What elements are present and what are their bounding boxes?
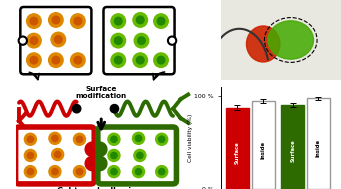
Circle shape bbox=[111, 136, 117, 142]
Circle shape bbox=[157, 17, 165, 25]
Bar bbox=[307, 98, 330, 189]
Text: Gel-to-gel adhesion: Gel-to-gel adhesion bbox=[57, 187, 142, 189]
Circle shape bbox=[136, 56, 144, 64]
Circle shape bbox=[52, 56, 60, 64]
Circle shape bbox=[30, 17, 38, 25]
Text: Surface: Surface bbox=[290, 140, 295, 163]
Circle shape bbox=[76, 169, 83, 175]
Circle shape bbox=[136, 16, 144, 24]
Circle shape bbox=[115, 37, 122, 44]
Text: Inside: Inside bbox=[261, 140, 266, 159]
Circle shape bbox=[156, 166, 168, 178]
Circle shape bbox=[52, 169, 58, 175]
Circle shape bbox=[134, 149, 146, 161]
Circle shape bbox=[24, 149, 36, 161]
Circle shape bbox=[154, 14, 168, 28]
Circle shape bbox=[110, 105, 119, 113]
Circle shape bbox=[108, 166, 120, 178]
Circle shape bbox=[133, 166, 145, 178]
Circle shape bbox=[73, 105, 81, 113]
Circle shape bbox=[108, 149, 120, 161]
Circle shape bbox=[133, 53, 148, 67]
Circle shape bbox=[27, 136, 33, 142]
Circle shape bbox=[74, 56, 81, 64]
Circle shape bbox=[108, 133, 120, 145]
Circle shape bbox=[159, 136, 165, 142]
Text: Surface
modification: Surface modification bbox=[76, 86, 127, 99]
Circle shape bbox=[135, 169, 142, 175]
Polygon shape bbox=[85, 156, 92, 171]
Polygon shape bbox=[85, 142, 92, 156]
Circle shape bbox=[133, 13, 148, 27]
Circle shape bbox=[27, 169, 33, 175]
Bar bbox=[226, 108, 249, 189]
Circle shape bbox=[134, 33, 149, 48]
Circle shape bbox=[111, 14, 125, 28]
FancyBboxPatch shape bbox=[103, 7, 175, 74]
Circle shape bbox=[49, 53, 63, 67]
Circle shape bbox=[138, 37, 145, 44]
Circle shape bbox=[168, 36, 176, 45]
Circle shape bbox=[27, 14, 41, 28]
Circle shape bbox=[137, 152, 143, 159]
Y-axis label: Cell viability (%): Cell viability (%) bbox=[188, 114, 193, 162]
Circle shape bbox=[111, 169, 117, 175]
Circle shape bbox=[154, 53, 168, 67]
Circle shape bbox=[76, 136, 83, 142]
FancyBboxPatch shape bbox=[98, 127, 176, 184]
Circle shape bbox=[74, 17, 81, 25]
Circle shape bbox=[111, 152, 117, 159]
Circle shape bbox=[27, 33, 41, 48]
FancyBboxPatch shape bbox=[20, 7, 91, 74]
Polygon shape bbox=[100, 156, 107, 171]
Circle shape bbox=[159, 169, 165, 175]
Circle shape bbox=[51, 149, 64, 160]
Circle shape bbox=[73, 133, 86, 145]
Circle shape bbox=[71, 14, 85, 28]
Circle shape bbox=[24, 133, 36, 145]
Circle shape bbox=[27, 152, 33, 159]
FancyBboxPatch shape bbox=[16, 127, 94, 184]
Ellipse shape bbox=[268, 21, 313, 59]
Circle shape bbox=[49, 132, 61, 144]
Circle shape bbox=[115, 17, 122, 25]
Circle shape bbox=[24, 166, 36, 178]
Circle shape bbox=[156, 133, 168, 145]
Circle shape bbox=[71, 53, 85, 67]
Circle shape bbox=[55, 36, 62, 43]
Circle shape bbox=[115, 56, 122, 64]
Circle shape bbox=[111, 33, 125, 48]
Circle shape bbox=[52, 135, 58, 141]
Text: Surface: Surface bbox=[235, 141, 240, 164]
Text: Inside: Inside bbox=[316, 139, 321, 157]
Circle shape bbox=[19, 36, 27, 45]
Circle shape bbox=[30, 56, 38, 64]
Bar bbox=[281, 105, 305, 189]
Circle shape bbox=[55, 151, 61, 158]
Circle shape bbox=[27, 53, 41, 67]
Circle shape bbox=[49, 166, 61, 178]
Circle shape bbox=[135, 135, 142, 141]
Circle shape bbox=[30, 37, 38, 44]
Circle shape bbox=[157, 56, 165, 64]
Ellipse shape bbox=[247, 26, 280, 62]
Bar bbox=[252, 101, 275, 189]
Circle shape bbox=[133, 132, 145, 144]
Circle shape bbox=[49, 13, 63, 27]
Circle shape bbox=[51, 32, 65, 47]
Circle shape bbox=[73, 166, 86, 178]
Polygon shape bbox=[100, 142, 107, 156]
Circle shape bbox=[111, 53, 125, 67]
Circle shape bbox=[52, 16, 60, 24]
